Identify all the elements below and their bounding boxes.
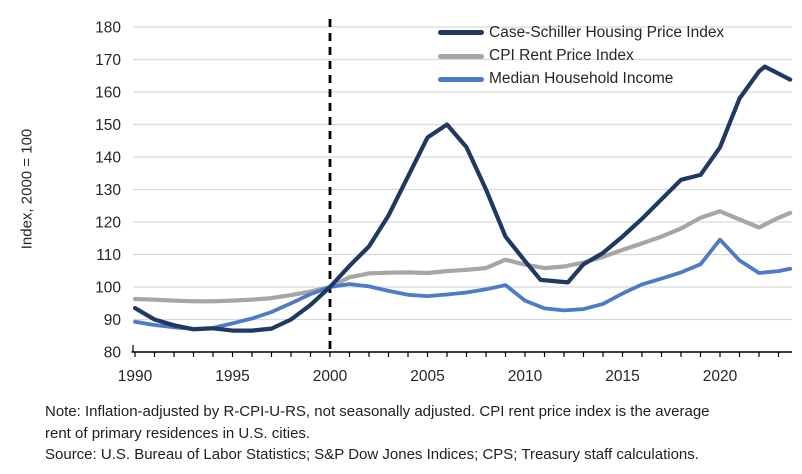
svg-text:170: 170 [95, 52, 121, 69]
svg-text:1995: 1995 [215, 368, 249, 385]
legend-label: Median Household Income [489, 70, 674, 88]
legend-item-cpi-rent: CPI Rent Price Index [438, 44, 724, 67]
median-income-line-swatch-icon [438, 76, 484, 82]
svg-text:1990: 1990 [118, 368, 153, 385]
legend-item-case-schiller: Case-Schiller Housing Price Index [438, 21, 724, 44]
svg-text:180: 180 [95, 20, 121, 37]
svg-text:80: 80 [104, 345, 122, 362]
svg-text:100: 100 [95, 280, 121, 297]
svg-text:90: 90 [104, 312, 122, 329]
svg-text:2000: 2000 [313, 368, 348, 385]
chart-legend: Case-Schiller Housing Price Index CPI Re… [438, 21, 724, 91]
line-chart-canvas: 80 90 100 110 120 130 140 150 160 170 180 1990 1995 2… [95, 19, 793, 385]
footnote-block: Note: Inflation-adjusted by R-CPI-U-RS, … [45, 401, 790, 466]
legend-item-median-income: Median Household Income [438, 68, 724, 91]
cpi-rent-line-swatch-icon [438, 53, 484, 59]
svg-text:150: 150 [95, 117, 121, 134]
svg-text:2020: 2020 [703, 368, 738, 385]
y-axis-title: Index, 2000 = 100 [18, 128, 36, 250]
legend-label: Case-Schiller Housing Price Index [489, 23, 725, 41]
svg-text:2015: 2015 [605, 368, 639, 385]
source-line: Source: U.S. Bureau of Labor Statistics;… [45, 446, 699, 463]
svg-text:2005: 2005 [410, 368, 444, 385]
svg-text:160: 160 [95, 85, 121, 102]
svg-text:130: 130 [95, 182, 121, 199]
svg-text:2010: 2010 [508, 368, 543, 385]
svg-text:120: 120 [95, 215, 121, 232]
note-line-2: rent of primary residences in U.S. citie… [45, 424, 311, 442]
svg-text:140: 140 [95, 150, 121, 167]
legend-label: CPI Rent Price Index [489, 47, 634, 65]
case-schiller-line-swatch-icon [438, 30, 484, 36]
note-line-1: Note: Inflation-adjusted by R-CPI-U-RS, … [45, 403, 710, 420]
svg-text:110: 110 [96, 247, 121, 264]
